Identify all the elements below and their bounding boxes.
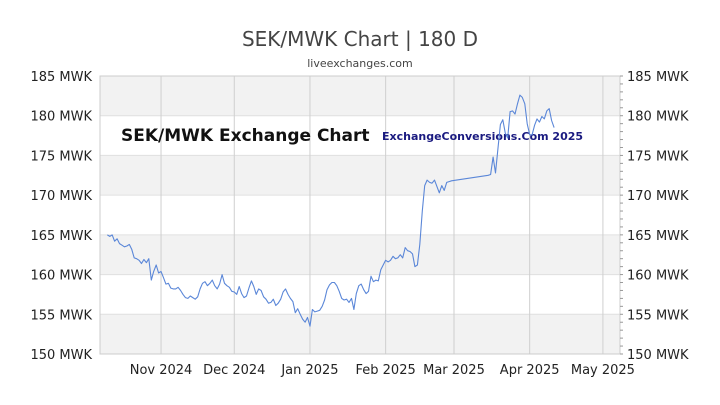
y-tick-label-right: 170 MWK xyxy=(627,189,689,204)
y-tick-label-left: 185 MWK xyxy=(30,70,92,85)
chart-bands xyxy=(100,76,620,354)
y-tick-label-right: 160 MWK xyxy=(627,269,689,284)
y-tick-label-right: 155 MWK xyxy=(627,308,689,323)
series-line xyxy=(107,94,555,327)
x-tick-label: Dec 2024 xyxy=(203,363,265,378)
y-axis: 150 MWK 150 MWK 155 MWK 155 MWK 160 MWK 160 M… xyxy=(30,70,689,363)
chart-band xyxy=(100,155,620,196)
y-tick-label-left: 170 MWK xyxy=(30,189,92,204)
x-tick-label: Feb 2025 xyxy=(356,363,416,378)
chart-band xyxy=(100,76,620,116)
chart-watermark-right: ExchangeConversions.Com 2025 xyxy=(382,130,583,143)
y-tick-label-right: 185 MWK xyxy=(627,70,689,85)
x-axis: Nov 2024 Dec 2024 Jan 2025 Feb 2025 Mar 2025… xyxy=(130,363,635,378)
y-tick-label-left: 175 MWK xyxy=(30,149,92,164)
chart-band xyxy=(100,314,620,354)
x-tick-label: Jan 2025 xyxy=(280,363,338,378)
y-tick-label-right: 165 MWK xyxy=(627,229,689,244)
chart-title: SEK/MWK Chart | 180 D xyxy=(242,27,478,51)
plot-border xyxy=(99,75,621,355)
x-tick-label: May 2025 xyxy=(571,363,635,378)
y-tick-label-left: 165 MWK xyxy=(30,229,92,244)
y-tick-label-left: 155 MWK xyxy=(30,308,92,323)
y-tick-label-right: 150 MWK xyxy=(627,348,689,363)
x-tick-label: Apr 2025 xyxy=(500,363,560,378)
x-tick-label: Mar 2025 xyxy=(423,363,485,378)
y-tick-label-left: 160 MWK xyxy=(30,269,92,284)
y-tick-label-right: 175 MWK xyxy=(627,149,689,164)
chart-subtitle: liveexchanges.com xyxy=(307,57,412,70)
chart-watermark-left: SEK/MWK Exchange Chart xyxy=(121,126,370,146)
chart-band xyxy=(100,234,620,275)
chart-series xyxy=(107,94,555,327)
x-tick-label: Nov 2024 xyxy=(130,363,193,378)
y-tick-label-left: 150 MWK xyxy=(30,348,92,363)
y-tick-label-right: 180 MWK xyxy=(627,110,689,125)
chart-grid xyxy=(99,75,621,355)
y-tick-label-left: 180 MWK xyxy=(30,110,92,125)
